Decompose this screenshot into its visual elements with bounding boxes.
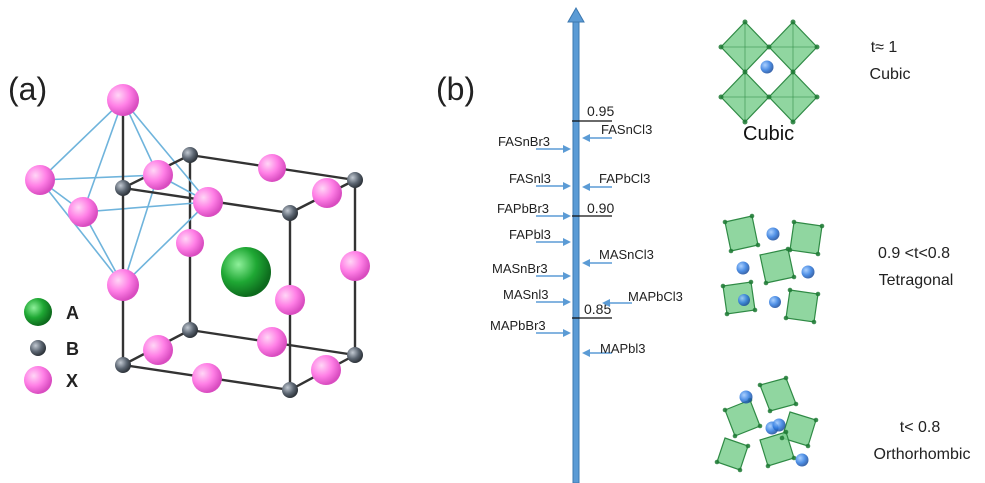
compound-label: FASnl3	[509, 171, 551, 186]
compound-label: MASnBr3	[492, 261, 548, 276]
cubic-structure	[718, 19, 820, 125]
axis-arrowhead	[567, 6, 585, 23]
b-atom	[347, 347, 363, 363]
legend-a-swatch	[24, 298, 52, 326]
right-compounds: FASnCl3 FAPbCl3 MASnCl3 MAPbCl3 MAPbl3	[582, 122, 683, 357]
compound-fasnbr3: FASnBr3	[498, 134, 571, 153]
a-atom	[221, 247, 271, 297]
compound-label: MAPbCl3	[628, 289, 683, 304]
compound-label: FASnBr3	[498, 134, 550, 149]
compound-mapbbr3: MAPbBr3	[490, 318, 571, 337]
phase-tetragonal-condition: 0.9 <t<0.8	[878, 245, 950, 262]
legend-a-label: A	[66, 303, 79, 323]
tick-label-095: 0.95	[587, 103, 614, 119]
phase-cubic-name: Cubic	[870, 66, 911, 83]
compound-fapbcl3: FAPbCl3	[582, 171, 650, 191]
compound-label: FAPbCl3	[599, 171, 650, 186]
cubic-caption: Cubic	[743, 123, 794, 145]
b-atom	[115, 357, 131, 373]
compound-label: FAPbBr3	[497, 201, 549, 216]
atom-legend: A B X	[24, 298, 79, 394]
phase-tetragonal-name: Tetragonal	[879, 272, 954, 289]
compound-label: FASnCl3	[601, 122, 652, 137]
orthorhombic-structure	[714, 375, 819, 473]
compound-label: FAPbl3	[509, 227, 551, 242]
x-atom	[193, 187, 223, 217]
tolerance-axis	[567, 6, 585, 483]
x-atom	[312, 178, 342, 208]
x-atom	[257, 327, 287, 357]
compound-fapbbr3: FAPbBr3	[497, 201, 571, 220]
panel-a-label: (a)	[8, 71, 47, 107]
compound-fasnl3: FASnl3	[509, 171, 571, 190]
b-atom	[347, 172, 363, 188]
compound-mapbl3: MAPbl3	[582, 341, 646, 357]
compound-masncl3: MASnCl3	[582, 247, 654, 267]
b-atom	[115, 180, 131, 196]
legend-b-swatch	[30, 340, 46, 356]
x-atom	[258, 154, 286, 182]
tick-label-090: 0.90	[587, 200, 614, 216]
b-atom	[282, 205, 298, 221]
x-atom	[275, 285, 305, 315]
compound-label: MAPbl3	[600, 341, 646, 356]
compound-mapbcl3: MAPbCl3	[602, 289, 683, 307]
compound-masnbr3: MASnBr3	[492, 261, 571, 280]
left-compounds: FASnBr3 FASnl3 FAPbBr3 FAPbl3 MASnBr3	[490, 134, 571, 337]
panel-b-label: (b)	[436, 71, 475, 107]
x-atom	[107, 269, 139, 301]
phase-orthorhombic-condition: t< 0.8	[900, 419, 941, 436]
phase-labels: t≈ 1 Cubic 0.9 <t<0.8 Tetragonal t< 0.8 …	[870, 39, 971, 463]
b-atoms	[115, 147, 363, 398]
cation-sphere	[760, 60, 774, 74]
phase-orthorhombic-name: Orthorhombic	[874, 446, 971, 463]
compound-fapbl3: FAPbl3	[509, 227, 571, 246]
x-atom	[107, 84, 139, 116]
compound-fasncl3: FASnCl3	[582, 122, 652, 142]
x-atom	[68, 197, 98, 227]
x-atom	[25, 165, 55, 195]
compound-label: MASnCl3	[599, 247, 654, 262]
panel-a: (a)	[8, 71, 370, 398]
x-atom	[340, 251, 370, 281]
x-atom	[192, 363, 222, 393]
x-atoms	[25, 84, 370, 393]
legend-b-label: B	[66, 339, 79, 359]
x-atom	[176, 229, 204, 257]
panel-b: (b) 0.95 0.90 0.85 FASnBr3 FASnl3	[436, 6, 971, 483]
axis-bar	[572, 21, 580, 483]
b-atom	[182, 147, 198, 163]
b-atom	[282, 382, 298, 398]
tetragonal-structure	[720, 213, 825, 325]
tick-label-085: 0.85	[584, 301, 611, 317]
compound-label: MASnl3	[503, 287, 549, 302]
legend-x-swatch	[24, 366, 52, 394]
compound-masnl3: MASnl3	[503, 287, 571, 306]
x-atom	[143, 335, 173, 365]
x-atom	[311, 355, 341, 385]
compound-label: MAPbBr3	[490, 318, 546, 333]
b-atom	[182, 322, 198, 338]
legend-x-label: X	[66, 371, 78, 391]
x-atom	[143, 160, 173, 190]
phase-cubic-condition: t≈ 1	[871, 39, 898, 56]
scale-ticks: 0.95 0.90 0.85	[572, 103, 614, 319]
